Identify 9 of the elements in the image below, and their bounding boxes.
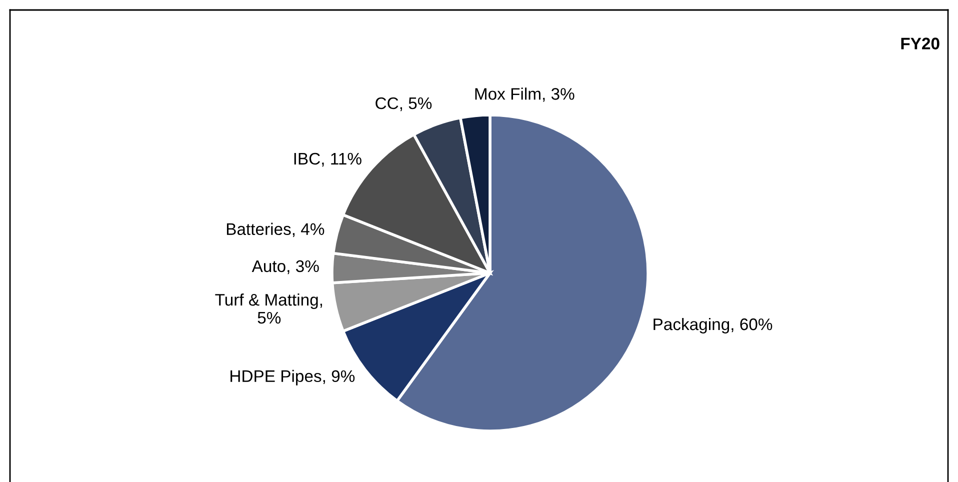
text: FY20 xyxy=(901,38,940,50)
slice-label: Turf & Matting, 5% xyxy=(215,293,322,324)
slice-label: IBC, 11% xyxy=(294,152,362,167)
slice-label: Mox Film, 3% xyxy=(475,88,574,102)
slice-label: CC, 5% xyxy=(376,97,432,112)
slice-label: Auto, 3% xyxy=(252,260,319,274)
slice-label: Packaging, 60% xyxy=(654,318,772,334)
slice-label: Batteries, 4% xyxy=(226,222,324,238)
slice-label: HDPE Pipes, 9% xyxy=(230,370,355,386)
